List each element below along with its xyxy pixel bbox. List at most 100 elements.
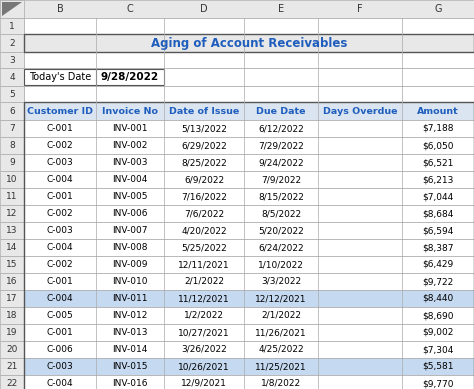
Bar xyxy=(24,358,474,375)
Text: 3: 3 xyxy=(9,56,15,65)
Text: 7/6/2022: 7/6/2022 xyxy=(184,209,224,218)
Text: C-001: C-001 xyxy=(46,192,73,201)
Bar xyxy=(318,0,319,18)
Bar xyxy=(0,239,24,256)
Text: INV-001: INV-001 xyxy=(112,124,148,133)
Text: 15: 15 xyxy=(6,260,18,269)
Bar xyxy=(24,18,474,34)
Bar xyxy=(24,154,474,171)
Text: 6/29/2022: 6/29/2022 xyxy=(181,141,227,150)
Bar xyxy=(24,222,474,239)
Text: C-004: C-004 xyxy=(46,379,73,388)
Bar xyxy=(24,290,474,307)
Text: 7/29/2022: 7/29/2022 xyxy=(258,141,304,150)
Text: 14: 14 xyxy=(6,243,18,252)
Bar xyxy=(24,120,474,137)
Text: INV-005: INV-005 xyxy=(112,192,148,201)
Text: C: C xyxy=(127,4,133,14)
Text: $6,050: $6,050 xyxy=(422,141,454,150)
Text: Days Overdue: Days Overdue xyxy=(323,107,397,116)
Bar xyxy=(96,0,97,18)
Text: 11/12/2021: 11/12/2021 xyxy=(178,294,230,303)
Bar xyxy=(24,341,474,358)
Text: 1: 1 xyxy=(9,21,15,30)
Text: $9,722: $9,722 xyxy=(422,277,454,286)
Bar xyxy=(24,68,474,86)
Bar xyxy=(0,341,24,358)
Text: 11/26/2021: 11/26/2021 xyxy=(255,328,307,337)
Bar xyxy=(0,120,24,137)
Text: 5: 5 xyxy=(9,89,15,98)
Text: C-004: C-004 xyxy=(46,175,73,184)
Text: C-003: C-003 xyxy=(46,362,73,371)
Text: 9/28/2022: 9/28/2022 xyxy=(101,72,159,82)
Bar xyxy=(24,307,474,324)
Text: C-002: C-002 xyxy=(46,209,73,218)
Text: C-001: C-001 xyxy=(46,277,73,286)
Text: 2: 2 xyxy=(9,39,15,47)
Text: D: D xyxy=(200,4,208,14)
Text: 2/1/2022: 2/1/2022 xyxy=(184,277,224,286)
Text: $6,521: $6,521 xyxy=(422,158,454,167)
Bar xyxy=(0,34,24,52)
Text: INV-014: INV-014 xyxy=(112,345,148,354)
Text: C-003: C-003 xyxy=(46,226,73,235)
Text: C-001: C-001 xyxy=(46,124,73,133)
Bar xyxy=(0,375,24,389)
Text: $7,044: $7,044 xyxy=(422,192,454,201)
Text: INV-010: INV-010 xyxy=(112,277,148,286)
Text: E: E xyxy=(278,4,284,14)
Text: 7/9/2022: 7/9/2022 xyxy=(261,175,301,184)
Text: Amount: Amount xyxy=(417,107,459,116)
Text: INV-004: INV-004 xyxy=(112,175,148,184)
Text: 12/11/2021: 12/11/2021 xyxy=(178,260,230,269)
Bar xyxy=(24,324,474,341)
Bar xyxy=(24,188,474,205)
Text: INV-013: INV-013 xyxy=(112,328,148,337)
Text: 5/25/2022: 5/25/2022 xyxy=(181,243,227,252)
Text: $5,581: $5,581 xyxy=(422,362,454,371)
Text: $7,304: $7,304 xyxy=(422,345,454,354)
Text: 1/2/2022: 1/2/2022 xyxy=(184,311,224,320)
Text: 5/20/2022: 5/20/2022 xyxy=(258,226,304,235)
Text: G: G xyxy=(434,4,442,14)
Text: INV-009: INV-009 xyxy=(112,260,148,269)
Bar xyxy=(24,34,474,52)
Text: 21: 21 xyxy=(6,362,18,371)
Text: C-005: C-005 xyxy=(46,311,73,320)
Text: 11: 11 xyxy=(6,192,18,201)
Bar xyxy=(24,375,474,389)
Bar xyxy=(0,18,24,34)
Text: 9/24/2022: 9/24/2022 xyxy=(258,158,304,167)
Text: $6,213: $6,213 xyxy=(422,175,454,184)
Polygon shape xyxy=(2,2,22,16)
Text: 7/16/2022: 7/16/2022 xyxy=(181,192,227,201)
Text: $8,684: $8,684 xyxy=(422,209,454,218)
Text: 3/26/2022: 3/26/2022 xyxy=(181,345,227,354)
Text: INV-015: INV-015 xyxy=(112,362,148,371)
Text: 9: 9 xyxy=(9,158,15,167)
Text: 6/9/2022: 6/9/2022 xyxy=(184,175,224,184)
Bar xyxy=(24,256,474,273)
Text: 6/24/2022: 6/24/2022 xyxy=(258,243,304,252)
Bar xyxy=(0,0,24,18)
Bar xyxy=(0,307,24,324)
Text: C-002: C-002 xyxy=(46,141,73,150)
Text: C-002: C-002 xyxy=(46,260,73,269)
Text: INV-006: INV-006 xyxy=(112,209,148,218)
Bar xyxy=(0,0,474,18)
Text: INV-002: INV-002 xyxy=(112,141,148,150)
Bar xyxy=(244,0,245,18)
Text: $6,594: $6,594 xyxy=(422,226,454,235)
Text: INV-012: INV-012 xyxy=(112,311,148,320)
Bar xyxy=(0,222,24,239)
Text: 19: 19 xyxy=(6,328,18,337)
Bar xyxy=(24,137,474,154)
Text: 8/25/2022: 8/25/2022 xyxy=(181,158,227,167)
Text: 10/27/2021: 10/27/2021 xyxy=(178,328,230,337)
Text: C-001: C-001 xyxy=(46,328,73,337)
Bar xyxy=(0,86,24,102)
Text: 6/12/2022: 6/12/2022 xyxy=(258,124,304,133)
Text: 10: 10 xyxy=(6,175,18,184)
Bar xyxy=(0,256,24,273)
